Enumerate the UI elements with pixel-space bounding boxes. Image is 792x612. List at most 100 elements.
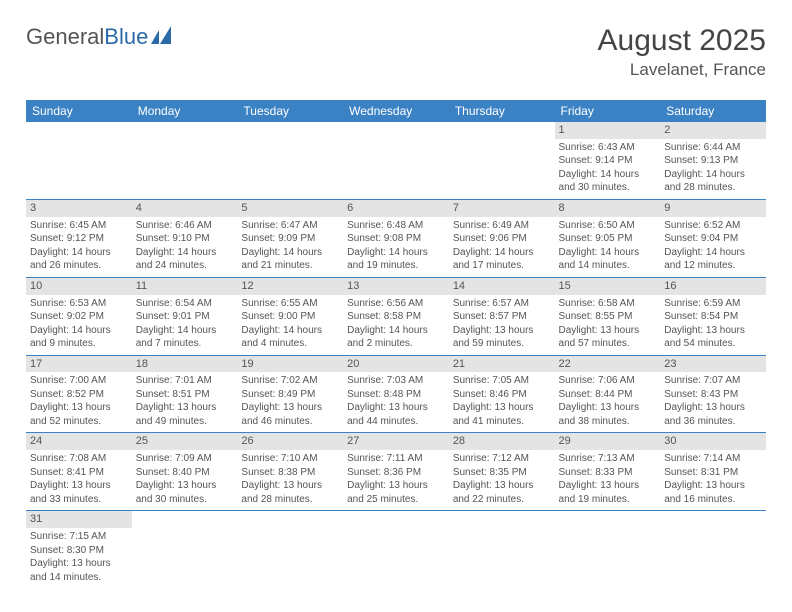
daylight: Daylight: 13 hours and 22 minutes. (453, 479, 551, 506)
day-number: 27 (343, 433, 449, 450)
sunset: Sunset: 9:05 PM (559, 232, 657, 246)
daylight: Daylight: 13 hours and 46 minutes. (241, 401, 339, 428)
day-number: 9 (660, 200, 766, 217)
calendar-cell: 1Sunrise: 6:43 AMSunset: 9:14 PMDaylight… (555, 122, 661, 199)
sunrise: Sunrise: 6:57 AM (453, 297, 551, 311)
day-number: 10 (26, 278, 132, 295)
sunrise: Sunrise: 6:43 AM (559, 141, 657, 155)
day-number: 7 (449, 200, 555, 217)
sunrise: Sunrise: 7:10 AM (241, 452, 339, 466)
calendar-cell: 7 Sunrise: 6:49 AMSunset: 9:06 PMDaylight… (449, 199, 555, 277)
sunset: Sunset: 8:51 PM (136, 388, 234, 402)
day-info: Sunrise: 7:08 AMSunset: 8:41 PMDaylight:… (30, 452, 128, 506)
sunrise: Sunrise: 7:00 AM (30, 374, 128, 388)
day-number: 29 (555, 433, 661, 450)
day-info: Sunrise: 7:03 AMSunset: 8:48 PMDaylight:… (347, 374, 445, 428)
sunset: Sunset: 9:09 PM (241, 232, 339, 246)
day-header: Sunday (26, 100, 132, 122)
sunset: Sunset: 8:46 PM (453, 388, 551, 402)
sunset: Sunset: 8:55 PM (559, 310, 657, 324)
day-number: 15 (555, 278, 661, 295)
sunrise: Sunrise: 6:55 AM (241, 297, 339, 311)
sunset: Sunset: 9:02 PM (30, 310, 128, 324)
sunrise: Sunrise: 6:44 AM (664, 141, 762, 155)
sunrise: Sunrise: 7:14 AM (664, 452, 762, 466)
logo-flag-icon (151, 26, 177, 44)
day-info: Sunrise: 7:15 AMSunset: 8:30 PMDaylight:… (30, 530, 128, 584)
calendar-cell (343, 122, 449, 199)
day-number: 23 (660, 356, 766, 373)
day-number: 6 (343, 200, 449, 217)
day-info: Sunrise: 7:11 AMSunset: 8:36 PMDaylight:… (347, 452, 445, 506)
day-info: Sunrise: 7:01 AMSunset: 8:51 PMDaylight:… (136, 374, 234, 428)
sunset: Sunset: 8:41 PM (30, 466, 128, 480)
daylight: Daylight: 13 hours and 49 minutes. (136, 401, 234, 428)
sunrise: Sunrise: 6:49 AM (453, 219, 551, 233)
sunset: Sunset: 8:43 PM (664, 388, 762, 402)
daylight: Daylight: 13 hours and 36 minutes. (664, 401, 762, 428)
daylight: Daylight: 13 hours and 30 minutes. (136, 479, 234, 506)
day-info: Sunrise: 6:52 AMSunset: 9:04 PMDaylight:… (664, 219, 762, 273)
day-number: 31 (26, 511, 132, 528)
day-number: 5 (237, 200, 343, 217)
sunrise: Sunrise: 6:45 AM (30, 219, 128, 233)
daylight: Daylight: 14 hours and 12 minutes. (664, 246, 762, 273)
daylight: Daylight: 14 hours and 2 minutes. (347, 324, 445, 351)
day-info: Sunrise: 6:57 AMSunset: 8:57 PMDaylight:… (453, 297, 551, 351)
calendar-cell: 14Sunrise: 6:57 AMSunset: 8:57 PMDayligh… (449, 277, 555, 355)
day-number: 4 (132, 200, 238, 217)
calendar-cell: 31 Sunrise: 7:15 AMSunset: 8:30 PMDayligh… (26, 511, 132, 588)
calendar-cell: 26Sunrise: 7:10 AMSunset: 8:38 PMDayligh… (237, 433, 343, 511)
day-number: 20 (343, 356, 449, 373)
sunrise: Sunrise: 7:09 AM (136, 452, 234, 466)
calendar-cell: 8Sunrise: 6:50 AMSunset: 9:05 PMDaylight… (555, 199, 661, 277)
day-header: Friday (555, 100, 661, 122)
calendar-cell (449, 511, 555, 588)
day-number: 28 (449, 433, 555, 450)
calendar-cell: 17Sunrise: 7:00 AMSunset: 8:52 PMDayligh… (26, 355, 132, 433)
day-info: Sunrise: 7:02 AMSunset: 8:49 PMDaylight:… (241, 374, 339, 428)
calendar-cell: 25Sunrise: 7:09 AMSunset: 8:40 PMDayligh… (132, 433, 238, 511)
location: Lavelanet, France (598, 60, 766, 80)
calendar-cell: 27 Sunrise: 7:11 AMSunset: 8:36 PMDayligh… (343, 433, 449, 511)
calendar-cell: 6Sunrise: 6:48 AMSunset: 9:08 PMDaylight… (343, 199, 449, 277)
sunset: Sunset: 8:40 PM (136, 466, 234, 480)
calendar-cell (343, 511, 449, 588)
calendar-cell: 15Sunrise: 6:58 AMSunset: 8:55 PMDayligh… (555, 277, 661, 355)
day-number: 21 (449, 356, 555, 373)
daylight: Daylight: 13 hours and 54 minutes. (664, 324, 762, 351)
day-header: Tuesday (237, 100, 343, 122)
day-number: 11 (132, 278, 238, 295)
daylight: Daylight: 13 hours and 57 minutes. (559, 324, 657, 351)
logo-text-blue: Blue (104, 24, 148, 50)
day-number: 24 (26, 433, 132, 450)
sunrise: Sunrise: 6:53 AM (30, 297, 128, 311)
sunset: Sunset: 8:35 PM (453, 466, 551, 480)
calendar-cell: 28Sunrise: 7:12 AMSunset: 8:35 PMDayligh… (449, 433, 555, 511)
daylight: Daylight: 14 hours and 26 minutes. (30, 246, 128, 273)
day-header: Wednesday (343, 100, 449, 122)
calendar-cell (132, 122, 238, 199)
calendar-cell: 22Sunrise: 7:06 AMSunset: 8:44 PMDayligh… (555, 355, 661, 433)
day-info: Sunrise: 7:09 AMSunset: 8:40 PMDaylight:… (136, 452, 234, 506)
sunset: Sunset: 8:31 PM (664, 466, 762, 480)
header: GeneralBlue August 2025 Lavelanet, Franc… (26, 24, 766, 80)
logo: GeneralBlue (26, 24, 177, 50)
calendar-cell: 20Sunrise: 7:03 AMSunset: 8:48 PMDayligh… (343, 355, 449, 433)
day-info: Sunrise: 6:49 AMSunset: 9:06 PMDaylight:… (453, 219, 551, 273)
calendar-table: SundayMondayTuesdayWednesdayThursdayFrid… (26, 100, 766, 588)
sunrise: Sunrise: 7:03 AM (347, 374, 445, 388)
sunset: Sunset: 8:57 PM (453, 310, 551, 324)
sunset: Sunset: 8:54 PM (664, 310, 762, 324)
sunset: Sunset: 9:06 PM (453, 232, 551, 246)
daylight: Daylight: 13 hours and 38 minutes. (559, 401, 657, 428)
daylight: Daylight: 14 hours and 4 minutes. (241, 324, 339, 351)
day-header: Monday (132, 100, 238, 122)
sunrise: Sunrise: 6:52 AM (664, 219, 762, 233)
daylight: Daylight: 14 hours and 17 minutes. (453, 246, 551, 273)
calendar-cell: 30Sunrise: 7:14 AMSunset: 8:31 PMDayligh… (660, 433, 766, 511)
sunrise: Sunrise: 7:08 AM (30, 452, 128, 466)
sunset: Sunset: 8:33 PM (559, 466, 657, 480)
calendar-cell: 18Sunrise: 7:01 AMSunset: 8:51 PMDayligh… (132, 355, 238, 433)
calendar-cell (26, 122, 132, 199)
